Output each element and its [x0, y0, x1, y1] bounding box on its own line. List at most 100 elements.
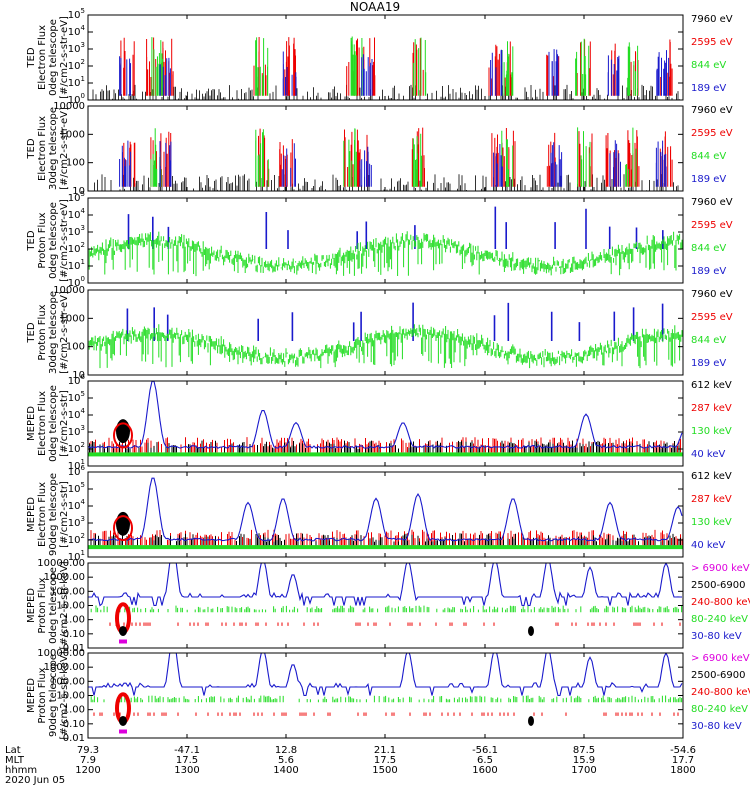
- legend: 7960 eV 2595 eV 844 eV 189 eV: [691, 14, 733, 94]
- x-tick-lat: -54.6: [670, 745, 696, 756]
- y-axis: 10 100 1000 10000: [53, 101, 683, 197]
- y-tick-label: 103: [68, 224, 85, 238]
- panel-frame: [87, 652, 684, 739]
- y-axis-label: MEPEDElectron Flux0deg telescope[#/cm2-s…: [26, 385, 70, 462]
- x-tick-lat: 79.3: [77, 745, 99, 756]
- x-axis-annotations: LatMLThhmm79.37.91200-47.117.5130012.85.…: [5, 745, 696, 786]
- y-axis: 100 101 102 103 104 105: [68, 190, 683, 289]
- y-tick-label: 101: [68, 458, 85, 472]
- y-tick-label: 100.00: [50, 586, 85, 597]
- series-2500-6900-blob: [119, 626, 127, 636]
- series-green: [88, 324, 683, 369]
- y-axis: 101 102 103 104 105 106: [68, 373, 683, 472]
- series-240-800kev: [88, 622, 681, 626]
- y-tick-label: 101: [68, 549, 85, 563]
- legend: 7960 eV 2595 eV 844 eV 189 eV: [691, 289, 733, 369]
- legend-item: 80-240 keV: [691, 614, 748, 625]
- legend-item: 844 eV: [691, 151, 726, 162]
- legend-item: 2595 eV: [691, 312, 733, 323]
- legend-item: 844 eV: [691, 243, 726, 254]
- y-axis-label: TEDElectron Flux0deg telescope[#/cm2-s-s…: [26, 16, 70, 99]
- legend-item: 287 keV: [691, 494, 732, 505]
- y-tick-label: 1.00: [63, 615, 85, 626]
- y-tick-label: 10000.00: [37, 558, 85, 569]
- y-tick-label: 10.00: [56, 691, 85, 702]
- y-tick-label: 100: [68, 275, 85, 289]
- series-blue: [119, 140, 667, 187]
- y-tick-label: 106: [68, 464, 86, 478]
- plot-area: [88, 381, 683, 457]
- legend-item: 612 keV: [691, 471, 732, 482]
- x-tick-hhmm: 1200: [75, 765, 100, 776]
- series-blue: [119, 49, 670, 96]
- series-30-80kev: [88, 653, 683, 697]
- legend-item: 612 keV: [691, 380, 732, 391]
- panel-8: 0.01 0.10 1.00 10.00 100.00 1000.00 10000.00ME…: [26, 648, 750, 744]
- legend-item: 130 keV: [691, 426, 732, 437]
- legend-item: 2595 eV: [691, 220, 733, 231]
- legend-item: 240-800 keV: [691, 687, 750, 698]
- x-row-label: hhmm: [5, 765, 37, 776]
- legend-item: 189 eV: [691, 83, 726, 94]
- series-2500-6900-blob: [119, 716, 127, 726]
- legend-item: 189 eV: [691, 358, 726, 369]
- legend-item: 240-800 keV: [691, 597, 750, 608]
- figure-title: NOAA19: [350, 0, 400, 14]
- y-tick-label: 104: [68, 24, 86, 38]
- y-tick-label: 100: [66, 158, 85, 169]
- series-40kev: [88, 477, 683, 542]
- series-240-800kev: [93, 712, 679, 716]
- y-tick-label: 10000.00: [37, 648, 85, 659]
- y-tick-label: 0.01: [63, 733, 85, 744]
- y-tick-label: 105: [68, 390, 85, 404]
- x-tick-mlt: 7.9: [80, 755, 96, 766]
- y-tick-label: 1.00: [63, 705, 85, 716]
- legend-item: 2500-6900: [691, 670, 746, 681]
- y-tick-label: 1000: [60, 313, 85, 324]
- plot-area: [88, 302, 683, 369]
- plot-area: [94, 127, 679, 191]
- plot-area: [88, 206, 683, 277]
- x-row-label: Lat: [5, 745, 21, 756]
- y-tick-label: 100.00: [50, 676, 85, 687]
- x-tick-hhmm: 1500: [372, 765, 397, 776]
- legend-item: 844 eV: [691, 335, 726, 346]
- y-tick-label: 104: [68, 207, 86, 221]
- x-tick-hhmm: 1600: [472, 765, 497, 776]
- y-tick-label: 105: [68, 190, 85, 204]
- y-tick-label: 102: [68, 532, 85, 546]
- legend-item: > 6900 keV: [691, 653, 750, 664]
- x-tick-hhmm: 1800: [670, 765, 695, 776]
- series-287kev-blob: [113, 422, 133, 449]
- legend-item: 7960 eV: [691, 197, 733, 208]
- legend-item: 189 eV: [691, 266, 726, 277]
- series-287kev-blob: [113, 515, 133, 542]
- series-80-240kev: [90, 695, 683, 703]
- plot-area: [88, 477, 683, 550]
- y-axis: 100 101 102 103 104 105: [68, 7, 683, 106]
- legend-item: 287 keV: [691, 403, 732, 414]
- legend-item: 7960 eV: [691, 14, 733, 25]
- y-axis-label: TEDElectron Flux30deg telescope[#/cm2-s-…: [26, 107, 70, 190]
- y-tick-label: 100: [66, 342, 85, 353]
- y-axis: 10 100 1000 10000: [53, 285, 683, 381]
- x-tick-hhmm: 1700: [571, 765, 596, 776]
- legend-item: 2595 eV: [691, 37, 733, 48]
- y-tick-label: 103: [68, 424, 85, 438]
- legend: 7960 eV 2595 eV 844 eV 189 eV: [691, 105, 733, 185]
- plot-area: [92, 36, 680, 100]
- y-tick-label: 104: [68, 498, 86, 512]
- x-tick-lat: 21.1: [374, 745, 396, 756]
- y-tick-label: 10.00: [56, 601, 85, 612]
- x-tick-mlt: 17.5: [176, 755, 198, 766]
- legend-item: 40 keV: [691, 449, 725, 460]
- legend: 7960 eV 2595 eV 844 eV 189 eV: [691, 197, 733, 277]
- x-tick-mlt: 5.6: [278, 755, 294, 766]
- series-80-240kev: [90, 605, 683, 613]
- x-tick-mlt: 17.7: [672, 755, 694, 766]
- plot-area: [88, 653, 683, 734]
